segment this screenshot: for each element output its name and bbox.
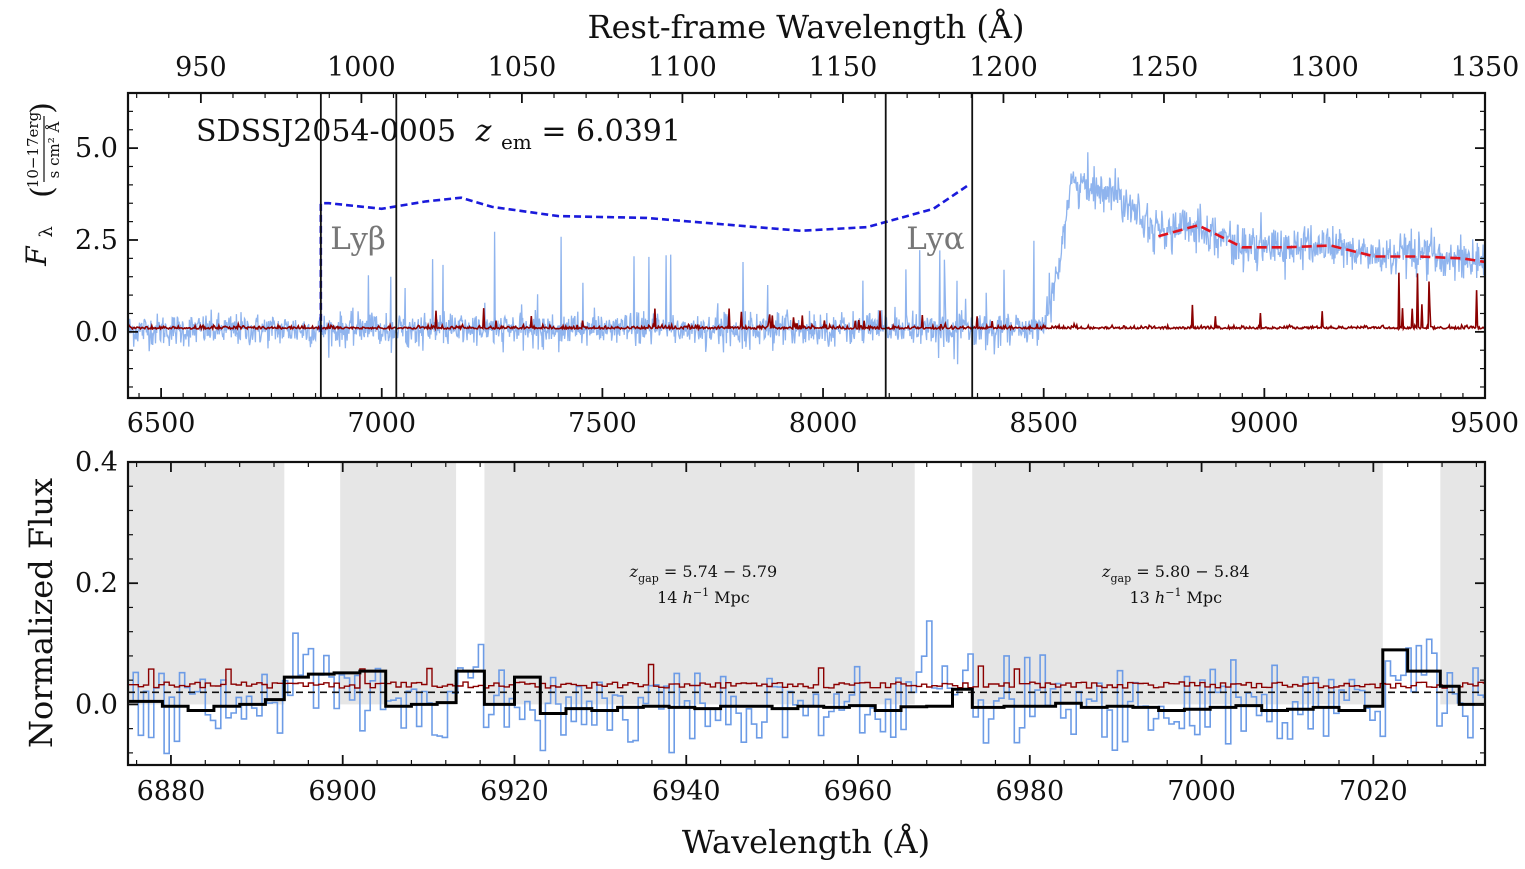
top-axis-title: Rest-frame Wavelength (Å) — [588, 8, 1025, 46]
zoom-ytick-label-0: 0.0 — [75, 689, 118, 720]
rest-tick-label-0: 950 — [175, 52, 227, 83]
gap-region-0 — [128, 462, 285, 705]
normalized-flux-line — [128, 620, 1485, 755]
rest-tick-label-2: 1050 — [488, 52, 557, 83]
zoom-x-axis-title: Wavelength (Å) — [682, 823, 930, 861]
normalized-flux-path — [128, 620, 1485, 755]
zoom-y-tick-labels: 0.0 0.2 0.4 — [75, 447, 118, 720]
spectrum-panel: Rest-frame Wavelength (Å) 950 1000 1050 110… — [20, 8, 1519, 439]
zoom-frame — [126, 460, 1487, 767]
zoom-plot-area — [128, 620, 1485, 755]
flux-unit-numerator: 10−17erg — [24, 111, 42, 188]
rest-tick-label-4: 1150 — [809, 52, 878, 83]
spectrum-plot-area: Lyβ Lyα — [128, 93, 1485, 398]
obs-tick-label-2: 7500 — [568, 408, 637, 439]
gap-label-size-0: 14 h−1 Mpc — [657, 586, 750, 607]
quasar-name: SDSSJ2054-0005 — [196, 114, 456, 149]
flux-unit-denominator: s cm² Å — [45, 121, 63, 178]
normalized-error-path — [128, 663, 1484, 689]
gap-label-redshift-0: zgap = 5.74 − 5.79 — [629, 562, 778, 585]
rest-tick-label-1: 1000 — [327, 52, 396, 83]
gap-region-3 — [972, 462, 1383, 705]
zoom-y-axis-title: Normalized Flux — [22, 478, 60, 748]
svg-text:F λ: F λ — [20, 226, 57, 267]
spectrum-tick-marks — [128, 92, 1486, 398]
zoom-xtick-label-7: 7020 — [1339, 776, 1408, 807]
rest-tick-label-5: 1200 — [969, 52, 1038, 83]
gap-label-size-1: 13 h−1 Mpc — [1129, 586, 1222, 607]
redshift-symbol: z — [475, 114, 492, 149]
zoom-ytick-label-2: 0.4 — [75, 447, 118, 478]
binned-flux-line — [128, 648, 1485, 715]
gap-label-redshift-1: zgap = 5.80 − 5.84 — [1101, 562, 1250, 585]
emission-line-markers: Lyβ Lyα — [319, 93, 974, 398]
obs-tick-label-4: 8500 — [1009, 408, 1078, 439]
gap-region-1 — [340, 462, 457, 705]
flux-subscript: λ — [36, 226, 57, 237]
obs-tick-label-0: 6500 — [127, 408, 196, 439]
predicted-continuum-line — [319, 183, 970, 332]
marker-label-3: Lyα — [906, 221, 965, 257]
zoom-xtick-label-3: 6940 — [652, 776, 721, 807]
rest-tick-label-3: 1100 — [648, 52, 717, 83]
zoom-xtick-label-4: 6960 — [824, 776, 893, 807]
dark-gap-regions — [128, 462, 1485, 705]
obs-tick-label-6: 9500 — [1450, 408, 1519, 439]
top-axis-tick-labels: 950 1000 1050 1100 1150 1200 1250 1300 1350 — [175, 52, 1519, 83]
rest-tick-label-8: 1350 — [1451, 52, 1520, 83]
rest-tick-label-6: 1250 — [1130, 52, 1199, 83]
marker-label-1: Lyβ — [330, 221, 385, 257]
spectrum-y-tick-labels: 0.0 2.5 5.0 — [75, 133, 118, 348]
obs-tick-label-5: 9000 — [1230, 408, 1299, 439]
quasar-annotation: SDSSJ2054-0005 z em = 6.0391 — [196, 114, 681, 157]
gap-region-2 — [484, 462, 915, 705]
flux-symbol: F — [20, 245, 53, 267]
zoom-tick-marks — [128, 461, 1485, 765]
error-spectrum-line — [128, 272, 1485, 332]
flux-ytick-label-1: 2.5 — [75, 225, 118, 256]
flux-ytick-label-0: 0.0 — [75, 317, 118, 348]
redshift-subscript: em — [501, 130, 532, 154]
flux-ytick-label-2: 5.0 — [75, 133, 118, 164]
observed-flux-path — [128, 152, 1485, 365]
obs-tick-label-3: 8000 — [789, 408, 858, 439]
redshift-value: = 6.0391 — [541, 114, 681, 149]
zoom-xtick-label-5: 6980 — [995, 776, 1064, 807]
spectrum-frame — [126, 91, 1487, 400]
flux-unit-close-paren: ) — [25, 102, 60, 114]
zoom-xtick-label-2: 6920 — [480, 776, 549, 807]
rest-tick-label-7: 1300 — [1290, 52, 1359, 83]
error-spectrum-path — [128, 272, 1485, 332]
zoom-ytick-label-1: 0.2 — [75, 568, 118, 599]
spectrum-y-axis-label: F λ ( 10−17erg s cm² Å ) — [20, 102, 63, 267]
spectrum-x-tick-labels: 6500 7000 7500 8000 8500 9000 9500 — [127, 408, 1519, 439]
zoom-x-tick-labels: 6880 6900 6920 6940 6960 6980 7000 7020 — [137, 776, 1408, 807]
obs-tick-label-1: 7000 — [347, 408, 416, 439]
zoom-xtick-label-6: 7000 — [1167, 776, 1236, 807]
flux-unit-open-paren: ( — [25, 186, 60, 198]
normalized-error-line — [128, 663, 1484, 689]
zoom-xtick-label-0: 6880 — [137, 776, 206, 807]
observed-flux-line — [128, 152, 1485, 365]
zoom-xtick-label-1: 6900 — [308, 776, 377, 807]
